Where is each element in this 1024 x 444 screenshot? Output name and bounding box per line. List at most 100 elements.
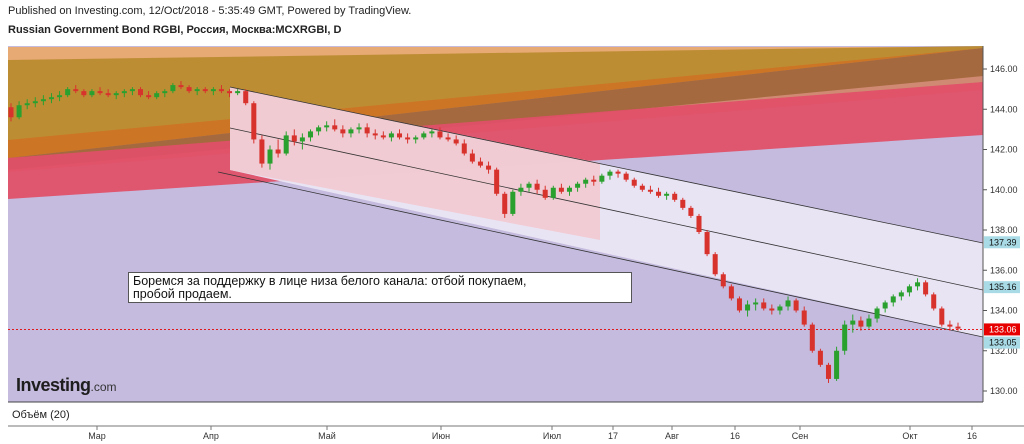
candle-body	[842, 324, 848, 351]
candle-body	[162, 91, 168, 94]
candle	[97, 87, 103, 96]
price-axis[interactable]: 146.00 144.00 142.00 140.00 138.00 136.00 134.…	[983, 64, 1018, 396]
candle	[162, 89, 168, 98]
candle	[364, 123, 370, 138]
price-tag-label: 133.05	[989, 338, 1017, 348]
candle	[178, 81, 184, 90]
price-tick-label: 136.00	[990, 265, 1018, 275]
candle	[154, 91, 160, 100]
candle-body	[89, 91, 95, 96]
candle-body	[866, 318, 872, 327]
candle-body	[858, 320, 864, 327]
candle-body	[753, 302, 759, 305]
candle-body	[267, 149, 273, 164]
candle	[607, 169, 613, 180]
candle-body	[316, 127, 322, 132]
candle-body	[97, 91, 103, 94]
candle	[526, 181, 532, 192]
level-price-tag: 133.05	[984, 336, 1020, 349]
candle	[48, 93, 54, 104]
candle-body	[348, 129, 354, 134]
candle-body	[154, 93, 160, 98]
candle-body	[809, 324, 815, 351]
candle	[680, 197, 686, 210]
candle	[299, 133, 305, 150]
candle-body	[469, 153, 475, 162]
candle	[405, 133, 411, 144]
candle	[615, 169, 621, 178]
candle	[372, 129, 378, 140]
logo-brand: Investing	[16, 375, 91, 395]
candle-body	[372, 133, 378, 136]
candle	[631, 177, 637, 188]
candle-body	[227, 91, 233, 94]
candle	[291, 129, 297, 146]
candle	[834, 346, 840, 381]
candle	[672, 191, 678, 202]
candle	[736, 296, 742, 313]
candle-body	[615, 171, 621, 174]
candle	[170, 83, 176, 94]
candle	[251, 101, 257, 144]
candle	[947, 320, 953, 331]
candle	[356, 123, 362, 134]
time-tick-label: Июн	[432, 431, 450, 441]
candle-body	[607, 171, 613, 176]
price-tick-label: 140.00	[990, 185, 1018, 195]
candle-body	[745, 304, 751, 311]
candle	[575, 181, 581, 192]
time-tick-label: 17	[608, 431, 618, 441]
candle	[842, 320, 848, 355]
candle	[469, 149, 475, 164]
candle-body	[421, 133, 427, 138]
candle-body	[720, 274, 726, 287]
candle-body	[534, 183, 540, 190]
candle	[397, 129, 403, 140]
candle	[421, 131, 427, 140]
candle-body	[16, 105, 22, 118]
candle	[712, 252, 718, 277]
candle-body	[712, 254, 718, 275]
time-axis[interactable]: Мар Апр Май Июн Июл 17 Авг 16 Сен Окт 16	[88, 426, 977, 441]
price-tick-label: 144.00	[990, 104, 1018, 114]
candle	[227, 89, 233, 98]
candle	[785, 296, 791, 311]
candle-body	[696, 215, 702, 233]
candle	[316, 125, 322, 136]
time-tick-label: 16	[967, 431, 977, 441]
candle-body	[939, 308, 945, 325]
candle	[874, 306, 880, 323]
candle-body	[445, 137, 451, 140]
candle-body	[299, 137, 305, 142]
candle-body	[639, 185, 645, 190]
candle-body	[647, 189, 653, 192]
candle-body	[575, 183, 581, 188]
candle	[16, 101, 22, 120]
candle-body	[834, 350, 840, 379]
candle	[267, 145, 273, 170]
price-tag-bg	[984, 323, 1020, 336]
candle-body	[73, 89, 79, 92]
candle-body	[202, 89, 208, 92]
candle	[939, 306, 945, 327]
time-tick-label: Июл	[543, 431, 561, 441]
candle-body	[542, 189, 548, 198]
candle-body	[332, 125, 338, 130]
candle	[817, 348, 823, 367]
candle	[793, 298, 799, 313]
candle-body	[259, 139, 265, 164]
candle	[477, 157, 483, 168]
candle-body	[526, 183, 532, 188]
candle-body	[947, 324, 953, 327]
candle-body	[113, 93, 119, 96]
candle	[121, 89, 127, 98]
candle	[866, 314, 872, 329]
candle-body	[704, 232, 710, 255]
candle	[429, 129, 435, 138]
time-tick-label: Мар	[88, 431, 106, 441]
candle	[453, 135, 459, 146]
candle	[623, 171, 629, 182]
candle	[388, 131, 394, 142]
candle-body	[194, 89, 200, 92]
